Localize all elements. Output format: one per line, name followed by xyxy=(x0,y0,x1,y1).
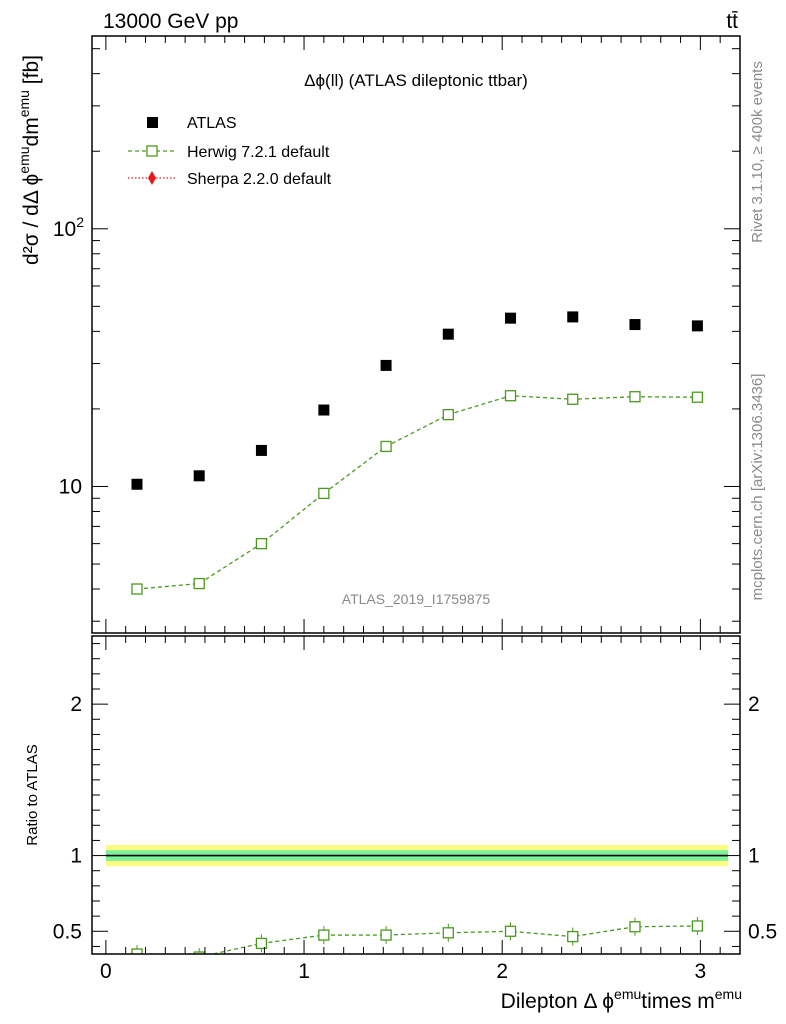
atlas-point xyxy=(442,328,454,340)
herwig-point xyxy=(255,537,268,550)
ylabel-main: d²σ / dΔ ϕ xyxy=(20,174,43,265)
ratio-herwig-point xyxy=(691,920,704,932)
x-tick-label: 0 xyxy=(100,960,112,983)
legend-item-atlas: ATLAS xyxy=(147,115,237,132)
main-panel: 10 102 Δϕ(ll) (ATLAS dileptonic ttbar) AT… xyxy=(16,35,741,634)
ratio-y-tick-label: 2 xyxy=(748,693,760,716)
herwig-line xyxy=(136,395,698,590)
herwig-point xyxy=(504,390,517,402)
y-tick-label: 10 xyxy=(59,475,82,498)
xlabel-sup1: emu xyxy=(614,986,641,1002)
atlas-point xyxy=(255,444,267,456)
legend-marker-herwig xyxy=(146,145,158,157)
ratio-herwig-point xyxy=(442,927,454,939)
xlabel: Dilepton Δ ϕemutimes memu xyxy=(501,986,742,1013)
ratio-herwig-point xyxy=(380,929,392,941)
ratio-herwig-point xyxy=(255,937,268,950)
ratio-y-tick-label: 0.5 xyxy=(53,920,82,943)
atlas-point xyxy=(193,470,205,482)
xlabel-pre: Dilepton Δ ϕ xyxy=(501,990,614,1013)
herwig-point xyxy=(131,583,143,595)
main-series xyxy=(131,311,704,595)
ratio-frame xyxy=(91,635,741,955)
ratio-y-tick-label: 0.5 xyxy=(748,920,777,943)
legend-marker-sherpa xyxy=(148,171,156,185)
ylabel-unit: [fb] xyxy=(20,55,43,90)
ratio-y-tick-label: 1 xyxy=(748,845,760,868)
main-ylabel: d²σ / dΔ ϕemudmemu [fb] xyxy=(16,55,43,265)
atlas-point xyxy=(380,359,392,371)
herwig-point xyxy=(193,577,205,590)
atlas-point xyxy=(318,404,330,416)
atlas-point xyxy=(131,478,143,490)
xlabel-sup2: emu xyxy=(715,986,742,1002)
main-ticks: 10 102 xyxy=(53,36,741,633)
ratio-bands xyxy=(105,844,729,867)
main-frame xyxy=(91,35,741,634)
ratio-herwig-point xyxy=(193,951,205,954)
watermark: ATLAS_2019_I1759875 xyxy=(342,591,491,607)
legend-label-sherpa: Sherpa 2.2.0 default xyxy=(187,171,332,188)
x-tick-label: 2 xyxy=(496,960,508,983)
legend: ATLAS Herwig 7.2.1 default Sherpa 2.2.0 … xyxy=(128,115,332,188)
rivet-label: Rivet 3.1.10, ≥ 400k events xyxy=(749,61,766,243)
atlas-point xyxy=(505,312,517,324)
main-title: Δϕ(ll) (ATLAS dileptonic ttbar) xyxy=(304,71,528,90)
ratio-y-tick-label: 1 xyxy=(70,845,82,868)
x-tick-label: 1 xyxy=(298,960,310,983)
herwig-point xyxy=(380,440,392,453)
ylabel-mid: dm xyxy=(20,117,43,146)
herwig-point xyxy=(567,393,579,405)
xlabel-mid: times m xyxy=(641,990,715,1013)
mcplots-label: mcplots.cern.ch [arXiv:1306.3436] xyxy=(749,374,766,601)
atlas-point xyxy=(567,311,579,323)
ratio-series xyxy=(131,916,704,954)
legend-label-atlas: ATLAS xyxy=(187,115,237,132)
y-tick-label: 102 xyxy=(53,214,84,241)
ylabel-sup1: emu xyxy=(16,146,32,173)
herwig-point xyxy=(318,487,330,500)
ratio-panel: 0 1 2 3 0.5 0.5 1 1 2 2 Ratio to ATLAS Dilepton Δ… xyxy=(24,635,777,1013)
ratio-ticks: 0 1 2 3 0.5 0.5 1 1 2 2 xyxy=(53,636,777,983)
energy-label: 13000 GeV pp xyxy=(103,10,238,33)
herwig-point xyxy=(629,391,641,403)
ratio-herwig-point xyxy=(318,929,330,941)
herwig-point xyxy=(691,391,704,403)
ratio-ylabel: Ratio to ATLAS xyxy=(24,744,41,845)
legend-item-herwig: Herwig 7.2.1 default xyxy=(128,144,330,161)
ylabel-sup2: emu xyxy=(16,90,32,117)
ratio-herwig-point xyxy=(629,921,641,933)
ratio-herwig-line xyxy=(136,925,698,954)
legend-item-sherpa: Sherpa 2.2.0 default xyxy=(128,171,332,188)
ratio-y-tick-label: 2 xyxy=(70,693,82,716)
ratio-herwig-point xyxy=(567,930,579,943)
atlas-point xyxy=(691,320,703,332)
svg-text:d²σ / dΔ ϕemudmemu [fb]: d²σ / dΔ ϕemudmemu [fb] xyxy=(16,55,43,265)
ratio-herwig-point xyxy=(504,925,517,937)
herwig-point xyxy=(442,408,454,421)
x-tick-label: 3 xyxy=(695,960,707,983)
ratio-herwig-point xyxy=(131,948,143,954)
legend-label-herwig: Herwig 7.2.1 default xyxy=(187,144,330,161)
atlas-point xyxy=(629,319,641,331)
legend-marker-atlas xyxy=(147,117,158,128)
process-label: tt̄ xyxy=(726,10,738,33)
